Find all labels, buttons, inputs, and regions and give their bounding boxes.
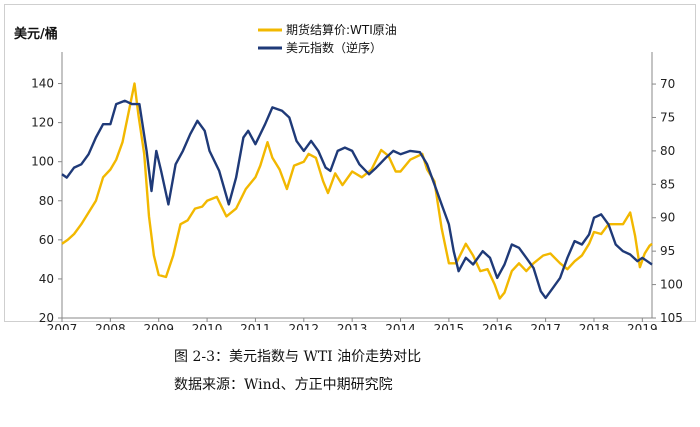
- x-tick-label: 2011: [240, 322, 271, 330]
- left-y-tick-label: 100: [31, 155, 54, 169]
- x-tick-label: 2008: [95, 322, 126, 330]
- x-tick-label: 2010: [192, 322, 223, 330]
- left-y-tick-label: 40: [39, 272, 54, 286]
- x-tick-label: 2014: [385, 322, 416, 330]
- left-y-tick-label: 120: [31, 116, 54, 130]
- series-line-wti: [61, 82, 653, 300]
- series-line-usd-index: [61, 99, 653, 300]
- left-y-tick-label: 140: [31, 77, 54, 91]
- right-y-tick-label: 75: [660, 110, 675, 124]
- x-tick-label: 2013: [337, 322, 368, 330]
- data-source-note: 数据来源：Wind、方正中期研究院: [174, 377, 393, 393]
- chart-frame: [4, 4, 696, 322]
- right-y-tick-label: 95: [660, 244, 675, 258]
- x-tick-label: 2018: [579, 322, 610, 330]
- right-y-tick-label: 90: [660, 211, 675, 225]
- x-tick-label: 2017: [530, 322, 561, 330]
- x-tick-label: 2019: [627, 322, 658, 330]
- x-tick-label: 2016: [482, 322, 513, 330]
- figure-caption: 图 2-3：美元指数与 WTI 油价走势对比: [174, 349, 422, 365]
- left-y-tick-label: 80: [39, 194, 54, 208]
- x-tick-label: 2012: [289, 322, 320, 330]
- right-y-tick-label: 105: [660, 311, 683, 325]
- x-tick-label: 2009: [143, 322, 174, 330]
- x-tick-label: 2007: [47, 322, 78, 330]
- x-tick-label: 2015: [434, 322, 465, 330]
- left-y-tick-label: 20: [39, 311, 54, 325]
- right-y-tick-label: 80: [660, 144, 675, 158]
- right-y-tick-label: 100: [660, 278, 683, 292]
- legend-label-wti: 期货结算价:WTI原油: [286, 22, 397, 37]
- right-y-tick-label: 70: [660, 77, 675, 91]
- legend-label-usd-index: 美元指数（逆序）: [286, 40, 382, 55]
- right-y-tick-label: 85: [660, 177, 675, 191]
- left-y-tick-label: 60: [39, 233, 54, 247]
- left-axis-unit: 美元/桶: [14, 26, 58, 42]
